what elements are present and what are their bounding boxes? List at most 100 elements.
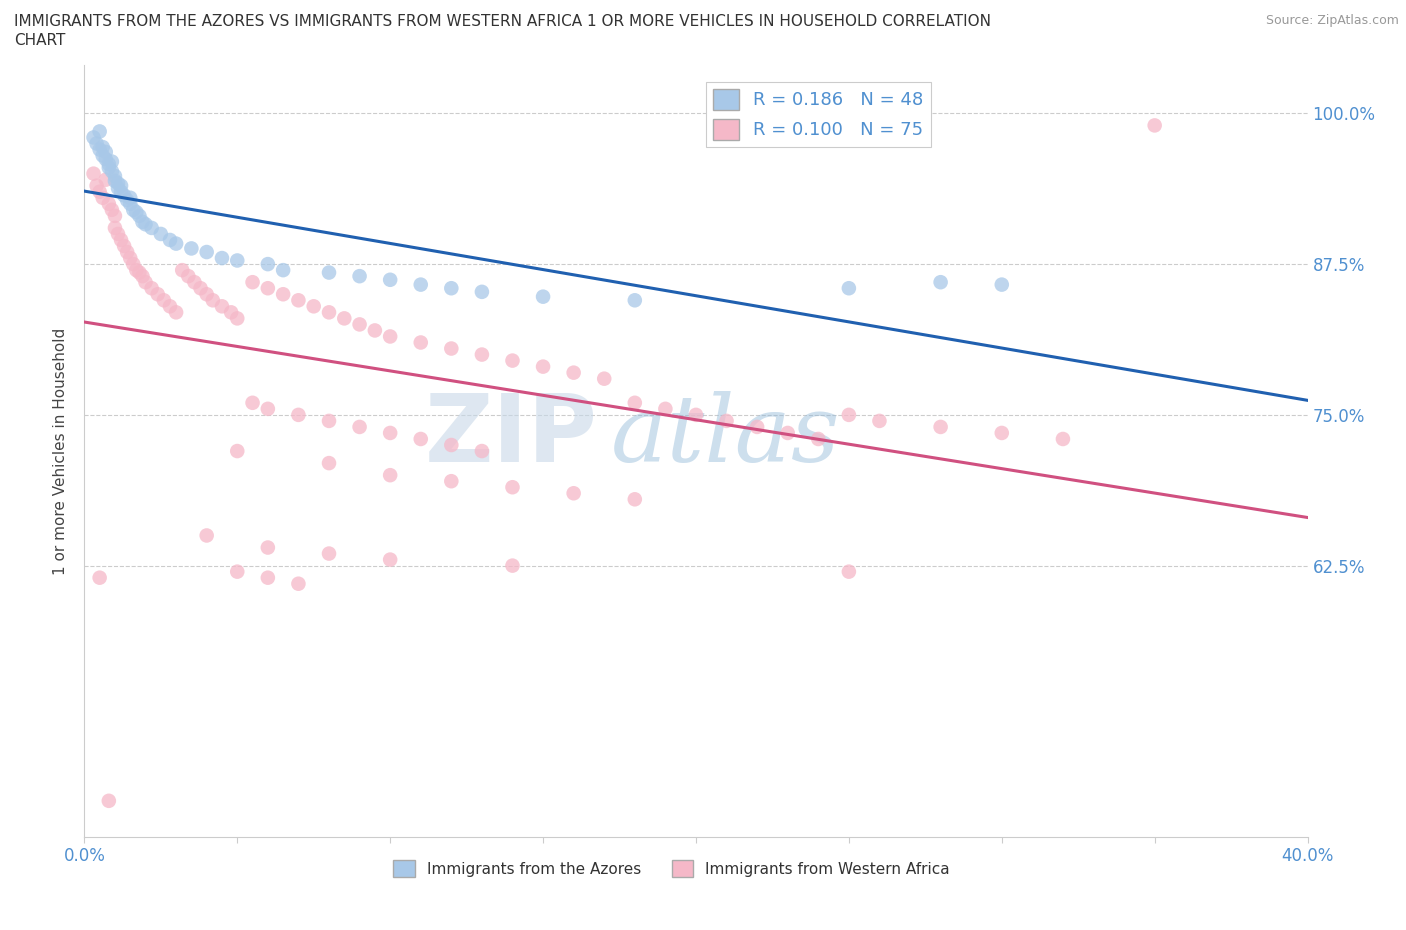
Point xyxy=(1143,118,1166,133)
Point xyxy=(110,179,132,193)
Point xyxy=(97,196,120,211)
Point xyxy=(287,577,309,591)
Point xyxy=(125,262,148,277)
Point xyxy=(97,793,120,808)
Point xyxy=(440,281,463,296)
Point xyxy=(624,293,647,308)
Point xyxy=(131,215,153,230)
Point xyxy=(91,191,114,206)
Point xyxy=(287,293,309,308)
Point xyxy=(104,173,127,188)
Point xyxy=(318,456,340,471)
Point xyxy=(135,217,157,232)
Y-axis label: 1 or more Vehicles in Household: 1 or more Vehicles in Household xyxy=(53,327,69,575)
Point xyxy=(440,341,463,356)
Point xyxy=(349,419,371,434)
Point xyxy=(201,293,224,308)
Point xyxy=(195,286,218,301)
Point xyxy=(562,485,585,500)
Point xyxy=(271,262,294,277)
Point xyxy=(929,419,952,434)
Point xyxy=(440,473,463,488)
Point xyxy=(929,274,952,289)
Point xyxy=(654,402,676,417)
Point xyxy=(91,148,114,163)
Point xyxy=(83,130,105,145)
Point xyxy=(165,236,187,251)
Point xyxy=(409,277,432,292)
Point xyxy=(562,365,585,380)
Point xyxy=(380,426,402,441)
Point xyxy=(107,227,129,242)
Point xyxy=(257,540,280,555)
Point xyxy=(219,305,242,320)
Point xyxy=(183,274,205,289)
Point xyxy=(287,407,309,422)
Point xyxy=(380,552,402,567)
Point xyxy=(318,546,340,561)
Point xyxy=(122,203,145,218)
Point xyxy=(89,142,111,157)
Point xyxy=(271,286,294,301)
Point xyxy=(257,570,280,585)
Point xyxy=(226,253,249,268)
Point xyxy=(502,480,524,495)
Point xyxy=(685,407,707,422)
Point xyxy=(349,269,371,284)
Point xyxy=(120,196,142,211)
Point xyxy=(195,245,218,259)
Point xyxy=(125,205,148,219)
Point xyxy=(120,251,142,266)
Point xyxy=(1052,432,1074,446)
Point xyxy=(226,565,249,579)
Point xyxy=(89,570,111,585)
Point xyxy=(747,419,769,434)
Point xyxy=(177,269,200,284)
Point xyxy=(380,329,402,344)
Point xyxy=(226,311,249,325)
Point xyxy=(195,528,218,543)
Point xyxy=(991,277,1014,292)
Point xyxy=(141,281,163,296)
Point xyxy=(380,468,402,483)
Point xyxy=(624,492,647,507)
Point xyxy=(531,359,554,374)
Point xyxy=(101,164,124,179)
Point xyxy=(869,414,891,429)
Point xyxy=(531,289,554,304)
Point xyxy=(83,166,105,181)
Point xyxy=(318,265,340,280)
Text: IMMIGRANTS FROM THE AZORES VS IMMIGRANTS FROM WESTERN AFRICA 1 OR MORE VEHICLES : IMMIGRANTS FROM THE AZORES VS IMMIGRANTS… xyxy=(14,14,991,29)
Point xyxy=(110,184,132,199)
Point xyxy=(211,251,233,266)
Point xyxy=(190,281,212,296)
Legend: Immigrants from the Azores, Immigrants from Western Africa: Immigrants from the Azores, Immigrants f… xyxy=(387,854,956,883)
Point xyxy=(153,293,176,308)
Point xyxy=(94,144,117,159)
Point xyxy=(86,136,108,151)
Point xyxy=(86,179,108,193)
Point xyxy=(242,274,264,289)
Point xyxy=(349,317,371,332)
Point xyxy=(159,232,181,247)
Point xyxy=(838,565,860,579)
Point xyxy=(120,191,142,206)
Point xyxy=(471,347,494,362)
Point xyxy=(89,124,111,139)
Point xyxy=(110,232,132,247)
Point xyxy=(242,395,264,410)
Point xyxy=(318,305,340,320)
Point xyxy=(257,402,280,417)
Point xyxy=(131,269,153,284)
Point xyxy=(89,184,111,199)
Point xyxy=(807,432,830,446)
Point xyxy=(409,432,432,446)
Point xyxy=(128,208,150,223)
Point xyxy=(471,444,494,458)
Point xyxy=(409,335,432,350)
Point xyxy=(180,241,202,256)
Point xyxy=(104,168,127,183)
Point xyxy=(115,193,138,207)
Point xyxy=(94,172,117,187)
Point xyxy=(172,262,194,277)
